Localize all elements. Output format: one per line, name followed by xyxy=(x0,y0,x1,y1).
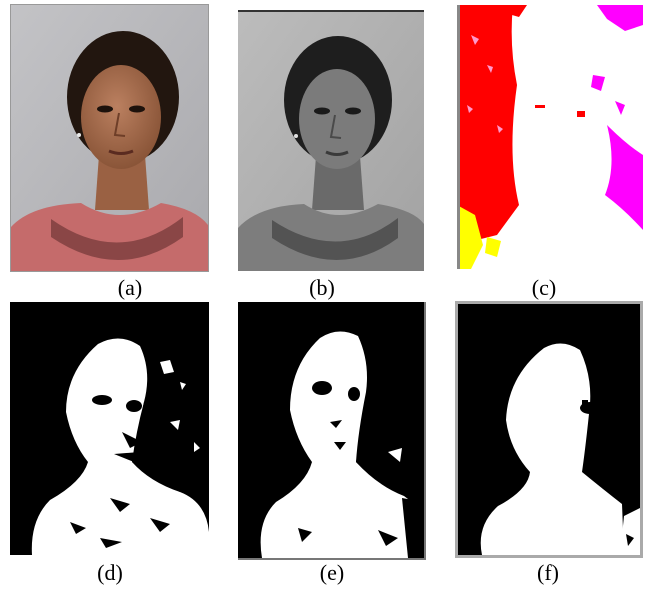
caption-c: (c) xyxy=(531,275,557,300)
panel-e-binary-mask-clean xyxy=(238,302,426,560)
caption-a: (a) xyxy=(117,275,143,300)
panel-d-binary-mask-noisy xyxy=(10,302,209,555)
segmentation-image xyxy=(457,5,643,269)
binary-mask-clean-image xyxy=(238,302,424,558)
binary-mask-noisy-image xyxy=(10,302,209,555)
caption-b: (b) xyxy=(309,275,335,300)
caption-f: (f) xyxy=(537,560,559,585)
panel-f-binary-mask-smooth xyxy=(455,301,643,558)
color-photo-image xyxy=(11,5,208,271)
panel-c-segmentation xyxy=(457,5,643,269)
caption-e: (e) xyxy=(319,560,345,585)
panel-b-grayscale-photo xyxy=(238,10,424,271)
grayscale-photo-image xyxy=(238,12,424,271)
binary-mask-smooth-image xyxy=(458,304,640,555)
caption-d: (d) xyxy=(97,560,123,585)
panel-a-color-photo xyxy=(10,4,209,272)
